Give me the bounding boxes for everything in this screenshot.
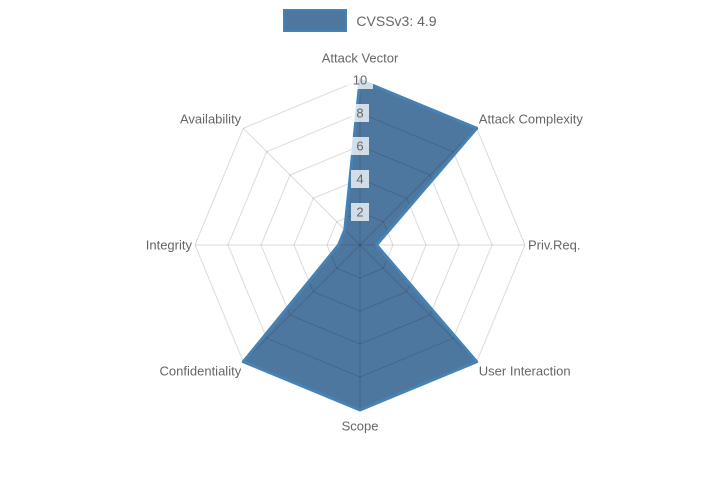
legend-item[interactable]: CVSSv3: 4.9 [283,9,437,32]
legend-swatch-icon [283,9,348,32]
radar-spoke [242,244,361,363]
radial-tick-backdrop [351,137,369,155]
radar-spoke [242,127,361,246]
radar-data-fill [243,80,477,410]
radar-grid-ring [227,112,493,378]
radial-tick-label: 6 [356,139,363,154]
radial-tick-backdrop [351,203,369,221]
radial-tick-label: 10 [353,73,367,88]
axis-label-attack-vector: Attack Vector [322,51,399,66]
axis-label-confidentiality: Confidentiality [160,363,242,378]
radar-grid-ring [260,145,460,345]
legend-label: CVSSv3: 4.9 [356,12,437,29]
radial-tick-label: 8 [356,106,363,121]
axis-label-user-interaction: User Interaction [479,363,571,378]
radial-tick-backdrop [351,104,369,122]
axis-label-scope: Scope [342,419,379,434]
radar-spoke [359,127,478,246]
radar-grid-ring [293,178,427,312]
radar-data-border [241,78,479,412]
axis-label-integrity: Integrity [146,238,193,253]
axis-label-priv-req: Priv.Req. [528,238,581,253]
radial-tick-backdrop [351,170,369,188]
radial-tick-backdrop [347,71,373,89]
radar-grid-ring [326,211,394,279]
chart-legend: CVSSv3: 4.9 [0,9,720,32]
radial-tick-label: 2 [356,205,363,220]
axis-label-attack-complexity: Attack Complexity [479,112,584,127]
radar-spoke [359,244,478,363]
axis-label-availability: Availability [180,112,242,127]
radial-tick-label: 4 [356,172,363,187]
